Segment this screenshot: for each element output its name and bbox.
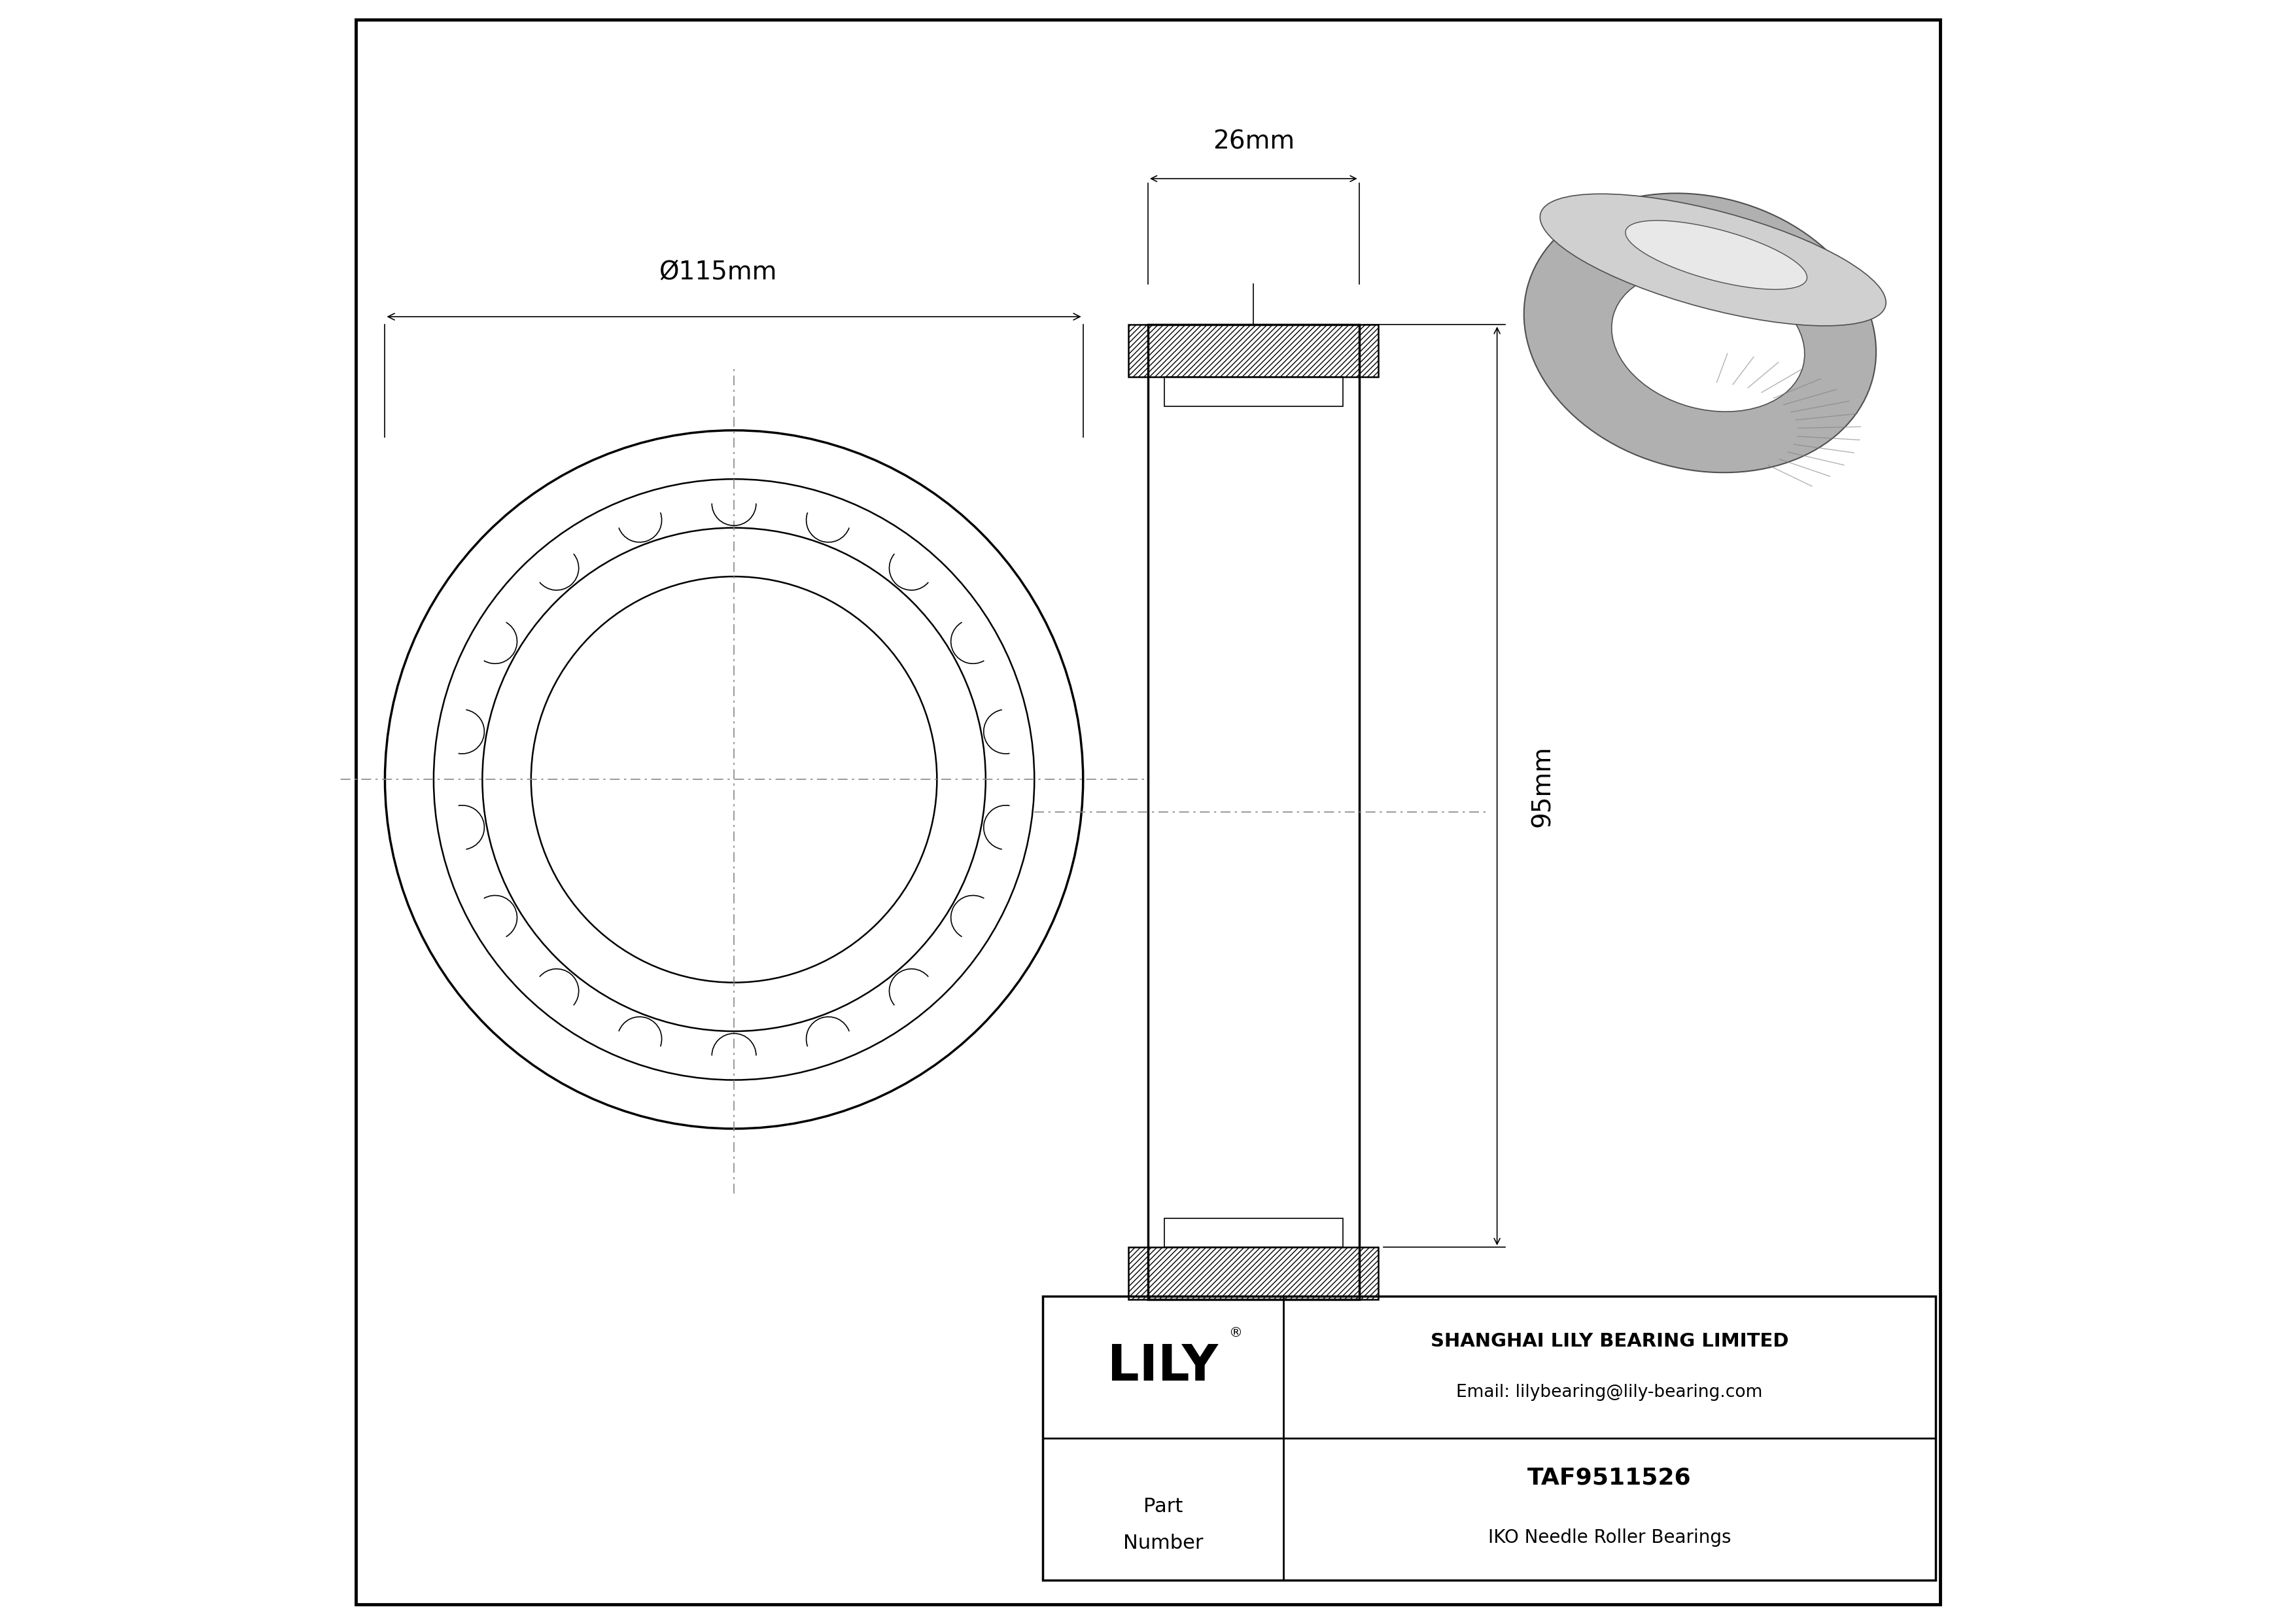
- Bar: [1164, 377, 1343, 406]
- Bar: [1164, 1218, 1343, 1247]
- Text: Email: lilybearing@lily-bearing.com: Email: lilybearing@lily-bearing.com: [1456, 1384, 1763, 1402]
- Text: Ø115mm: Ø115mm: [659, 260, 776, 284]
- Ellipse shape: [1612, 271, 1805, 411]
- Bar: [1130, 325, 1378, 377]
- Text: Part: Part: [1143, 1497, 1182, 1515]
- Ellipse shape: [1525, 193, 1876, 473]
- Text: Number: Number: [1123, 1533, 1203, 1553]
- Text: LILY: LILY: [1107, 1343, 1219, 1392]
- Text: 95mm: 95mm: [1529, 745, 1554, 827]
- Ellipse shape: [1541, 193, 1885, 326]
- Text: TAF9511526: TAF9511526: [1527, 1466, 1692, 1489]
- Text: ®: ®: [1228, 1327, 1242, 1340]
- Bar: [1130, 1247, 1378, 1299]
- Bar: [1148, 325, 1359, 1299]
- Text: IKO Needle Roller Bearings: IKO Needle Roller Bearings: [1488, 1528, 1731, 1546]
- Bar: [1042, 1296, 1936, 1580]
- Ellipse shape: [1626, 221, 1807, 289]
- Text: SHANGHAI LILY BEARING LIMITED: SHANGHAI LILY BEARING LIMITED: [1430, 1332, 1789, 1351]
- Text: 26mm: 26mm: [1212, 130, 1295, 154]
